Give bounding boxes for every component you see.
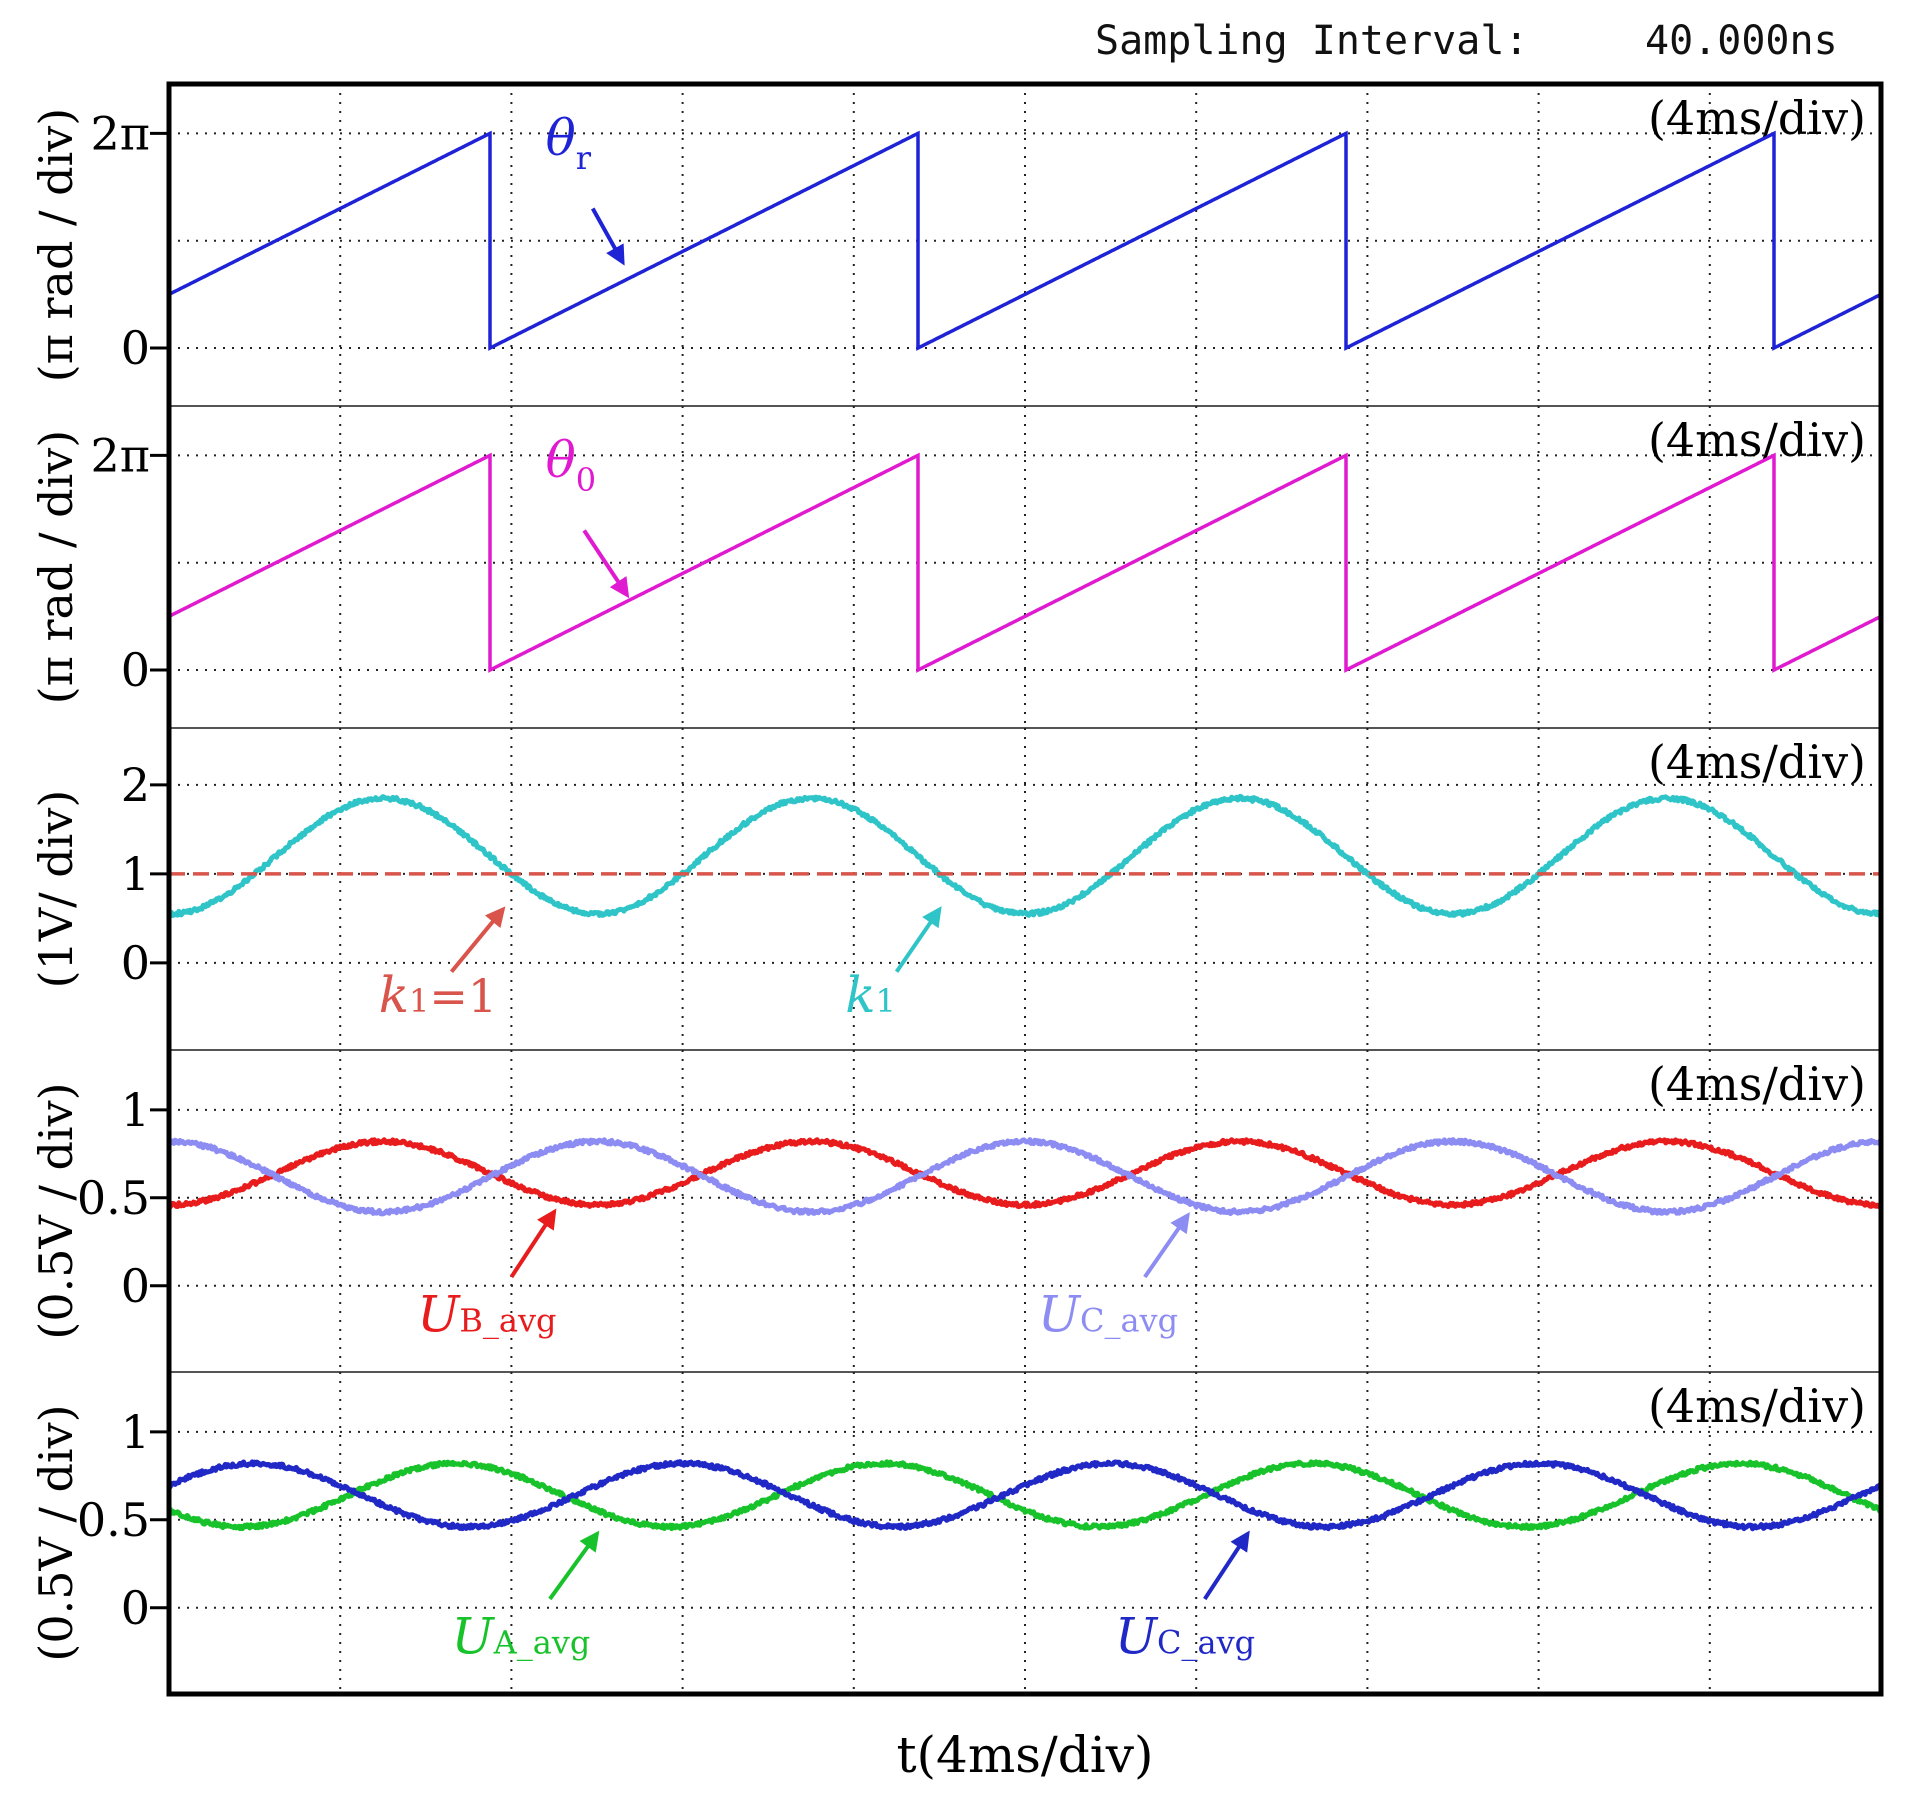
series-label: k1=1 xyxy=(379,966,497,1024)
panel-3: 2 1 0 (1V/ div) (4ms/div) k1 k1=1 xyxy=(29,727,1884,1050)
series-label: θr xyxy=(546,109,592,177)
y-tick-label: 0 xyxy=(121,936,150,990)
time-scale-label: (4ms/div) xyxy=(1648,91,1866,145)
series-line xyxy=(166,1137,1883,1217)
x-axis-label: t(4ms/div) xyxy=(896,1726,1153,1784)
sampling-interval-label: Sampling Interval: xyxy=(1095,18,1528,64)
series-arrow xyxy=(509,1208,557,1279)
y-tick-label: 0 xyxy=(121,643,150,697)
series-label: k1 xyxy=(845,966,896,1024)
series-arrow xyxy=(590,207,625,266)
y-axis-label: (0.5V / div) xyxy=(29,1404,83,1661)
series-arrow xyxy=(548,1530,600,1601)
sampling-interval-value: 40.000ns xyxy=(1645,18,1838,64)
y-axis-label: (1V/ div) xyxy=(29,790,83,989)
y-tick-label: 0.5 xyxy=(77,1493,150,1547)
series-label: UB_avg xyxy=(417,1286,556,1344)
y-tick-label: 1 xyxy=(121,847,150,901)
time-scale-label: (4ms/div) xyxy=(1648,1057,1866,1111)
series-line xyxy=(166,1459,1884,1532)
series-label: UC_avg xyxy=(1038,1286,1178,1344)
series-arrow xyxy=(1143,1212,1190,1279)
y-tick-label: 2π xyxy=(91,428,151,482)
y-axis-label: (π rad / div) xyxy=(29,108,83,383)
series-arrow xyxy=(1203,1530,1250,1601)
y-tick-label: 2 xyxy=(121,758,150,812)
y-tick-label: 0 xyxy=(121,1259,150,1313)
time-scale-label: (4ms/div) xyxy=(1648,735,1866,789)
time-scale-label: (4ms/div) xyxy=(1648,413,1866,467)
series-arrow xyxy=(582,529,630,599)
series-line xyxy=(168,130,1882,351)
panel-4: 1 0.5 0 (0.5V / div) (4ms/div) UB_avg UC_avg xyxy=(29,1049,1883,1372)
panel-1: 2π 0 (π rad / div) (4ms/div) θr xyxy=(29,84,1882,406)
y-tick-label: 1 xyxy=(121,1083,150,1137)
series-line xyxy=(166,793,1884,919)
panel-5: 1 0.5 0 (0.5V / div) (4ms/div) UA_avg UC_avg xyxy=(29,1371,1884,1694)
series-arrow xyxy=(449,906,506,973)
y-tick-label: 1 xyxy=(121,1405,150,1459)
panels: 2π 0 (π rad / div) (4ms/div) θr 2π 0 (π rad / d… xyxy=(29,84,1884,1694)
y-tick-label: 0 xyxy=(121,321,150,375)
series-line xyxy=(168,452,1882,673)
series-arrow xyxy=(894,906,942,973)
series-line xyxy=(166,1137,1883,1210)
series-label: θ0 xyxy=(546,431,596,499)
series-line xyxy=(167,1459,1883,1532)
y-tick-label: 0.5 xyxy=(77,1171,150,1225)
y-axis-label: (0.5V / div) xyxy=(29,1082,83,1339)
time-scale-label: (4ms/div) xyxy=(1648,1379,1866,1433)
y-tick-label: 0 xyxy=(121,1581,150,1635)
figure-frame xyxy=(166,81,1884,1697)
y-axis-label: (π rad / div) xyxy=(29,430,83,705)
series-label: UA_avg xyxy=(451,1608,590,1666)
panel-2: 2π 0 (π rad / div) (4ms/div) θ0 xyxy=(29,405,1882,728)
y-tick-label: 2π xyxy=(91,106,151,160)
series-label: UC_avg xyxy=(1115,1608,1255,1666)
